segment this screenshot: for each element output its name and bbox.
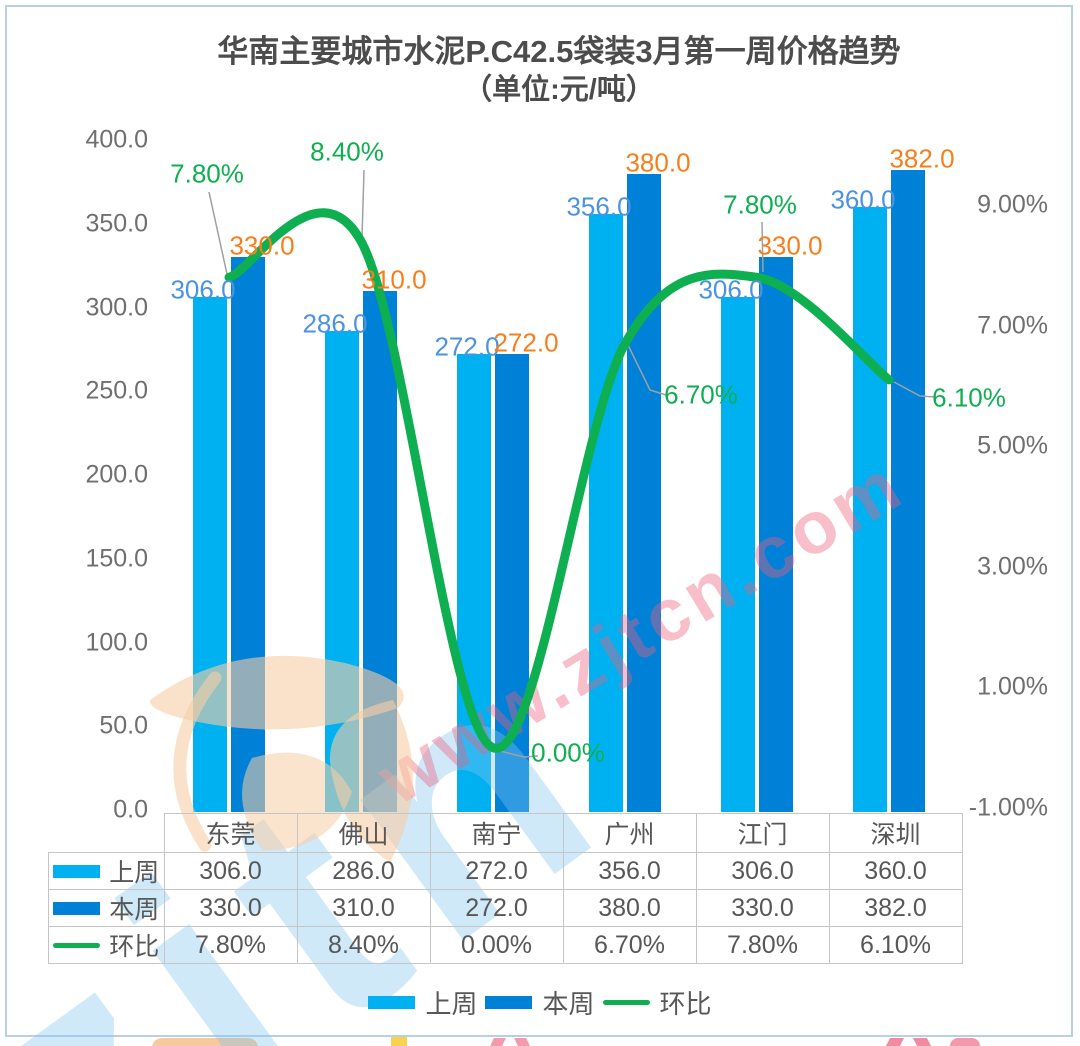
table-cell-上周-东莞: 306.0	[163, 852, 298, 890]
left-axis-tick: 400.0	[85, 125, 148, 154]
table-rowheader-本周: 本周	[48, 889, 165, 927]
bar-label-本周-南宁: 272.0	[493, 327, 559, 358]
data-table: 东莞 佛山 南宁 广州 江门 深圳 上周 306.0 286.0 272.0 356.0 306.0 3…	[48, 813, 963, 964]
table-cell-本周-佛山: 310.0	[296, 889, 431, 927]
table-rowheader-环比: 环比	[48, 926, 165, 964]
table-cell-环比-南宁: 0.00%	[429, 926, 564, 964]
left-axis-tick: 300.0	[85, 293, 148, 321]
bottom-decor-pink1	[490, 1038, 506, 1046]
legend-label: 环比	[659, 989, 712, 1019]
line-label-东莞: 7.80%	[170, 158, 244, 189]
right-axis-tick: 3.00%	[977, 552, 1048, 581]
legend-item-上周: 上周	[368, 984, 477, 1021]
bar-label-本周-东莞: 330.0	[229, 230, 295, 261]
bottom-decor-pink5	[950, 1038, 980, 1046]
bar-label-上周-南宁: 272.0	[434, 331, 500, 362]
chart-subtitle: （单位:元/吨）	[463, 74, 655, 106]
bottom-decor-yellow	[391, 1037, 407, 1046]
right-axis-tick: 9.00%	[977, 190, 1048, 219]
bar-label-上周-佛山: 286.0	[302, 308, 368, 339]
bottom-decor-pink2	[514, 1038, 530, 1046]
line-label-南宁: 0.00%	[531, 737, 605, 768]
left-axis-tick: 150.0	[85, 544, 148, 573]
bar-label-上周-江门: 306.0	[698, 274, 764, 305]
table-header-深圳: 深圳	[828, 813, 963, 853]
line-label-江门: 7.80%	[723, 189, 797, 220]
bottom-decor-pink3	[885, 1038, 905, 1046]
leader-line-东莞	[208, 191, 228, 275]
table-cell-本周-南宁: 272.0	[429, 889, 564, 927]
bar-本周-广州	[627, 173, 661, 812]
table-header-row: 东莞 佛山 南宁 广州 江门 深圳	[49, 813, 963, 853]
left-axis-tick: 50.0	[99, 711, 148, 740]
table-cell-本周-广州: 380.0	[562, 889, 697, 927]
table-cell-环比-东莞: 7.80%	[163, 926, 298, 964]
series-name: 本周	[109, 896, 160, 924]
table-cell-上周-佛山: 286.0	[296, 852, 431, 890]
table-cell-本周-东莞: 330.0	[163, 889, 298, 927]
legend-bar-swatch	[368, 996, 416, 1009]
table-row-环比: 环比 7.80% 8.40% 0.00% 6.70% 7.80% 6.10%	[48, 926, 963, 964]
series-name: 环比	[109, 933, 160, 961]
leader-line-佛山	[361, 169, 365, 239]
right-axis-tick: -1.00%	[968, 793, 1048, 822]
line-label-广州: 6.70%	[664, 379, 738, 410]
table-cell-上周-广州: 356.0	[562, 852, 697, 890]
left-axis-tick: 250.0	[85, 376, 148, 405]
bar-label-本周-深圳: 382.0	[889, 143, 955, 174]
bar-label-上周-广州: 356.0	[566, 191, 632, 222]
right-axis-tick: 7.00%	[977, 311, 1048, 340]
table-cell-环比-佛山: 8.40%	[296, 926, 431, 964]
right-axis-tick: 1.00%	[977, 672, 1048, 701]
legend-label: 上周	[425, 989, 478, 1019]
line-label-深圳: 6.10%	[932, 382, 1006, 413]
table-cell-本周-深圳: 382.0	[828, 889, 963, 927]
table-cell-上周-深圳: 360.0	[828, 852, 963, 890]
left-axis-tick: 200.0	[85, 460, 148, 489]
legend-item-本周: 本周	[485, 984, 595, 1021]
chart-legend: 上周 本周 环比	[0, 984, 1080, 1021]
bar-label-本周-佛山: 310.0	[361, 264, 427, 295]
table-header-南宁: 南宁	[429, 813, 564, 853]
bar-上周-广州	[589, 213, 623, 812]
bar-label-上周-深圳: 360.0	[830, 184, 896, 215]
table-cell-环比-深圳: 6.10%	[828, 926, 963, 964]
table-rowheader-上周: 上周	[48, 852, 165, 890]
bar-label-上周-东莞: 306.0	[170, 274, 236, 305]
legend-bar-swatch	[53, 864, 101, 878]
chart-title: 华南主要城市水泥P.C42.5袋装3月第一周价格趋势	[217, 34, 901, 69]
line-label-佛山: 8.40%	[310, 136, 384, 167]
bar-label-本周-广州: 380.0	[625, 147, 691, 177]
table-cell-环比-江门: 7.80%	[695, 926, 830, 964]
legend-label: 本周	[542, 989, 595, 1019]
table-cell-本周-江门: 330.0	[695, 889, 830, 927]
table-row-本周: 本周 330.0 310.0 272.0 380.0 330.0 382.0	[48, 889, 963, 927]
bottom-decor-peach	[152, 1038, 258, 1046]
legend-bar-swatch	[53, 901, 101, 915]
table-header-江门: 江门	[695, 813, 830, 853]
table-row-上周: 上周 306.0 286.0 272.0 356.0 306.0 360.0	[48, 852, 963, 890]
table-header-东莞: 东莞	[163, 813, 298, 853]
bar-本周-深圳	[891, 170, 925, 812]
left-axis-tick: 350.0	[85, 209, 148, 238]
table-cell-上周-江门: 306.0	[695, 852, 830, 890]
bar-上周-东莞	[193, 297, 227, 812]
legend-bar-swatch	[485, 996, 533, 1009]
bar-label-本周-江门: 330.0	[757, 230, 823, 261]
table-cell-上周-南宁: 272.0	[429, 852, 564, 890]
left-axis-tick: 0.0	[113, 795, 148, 824]
series-name: 上周	[109, 859, 160, 887]
left-axis-tick: 100.0	[85, 628, 148, 656]
legend-line-swatch	[602, 1000, 650, 1005]
legend-item-环比: 环比	[602, 984, 712, 1021]
legend-line-swatch	[53, 942, 101, 948]
bottom-decor-pink4	[912, 1038, 932, 1046]
table-cell-环比-广州: 6.70%	[562, 926, 697, 964]
table-header-佛山: 佛山	[296, 813, 431, 853]
table-header-广州: 广州	[562, 813, 697, 853]
right-axis-tick: 5.00%	[977, 431, 1048, 460]
